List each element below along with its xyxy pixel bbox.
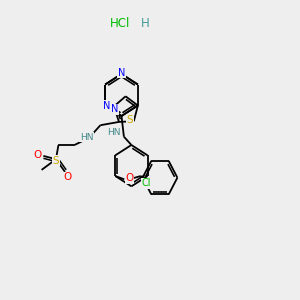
Text: HN: HN — [80, 133, 93, 142]
Text: S: S — [127, 115, 134, 125]
Text: S: S — [53, 156, 59, 166]
Text: O: O — [63, 172, 71, 182]
Text: O: O — [33, 150, 41, 160]
Text: Cl: Cl — [141, 178, 151, 188]
Text: N: N — [111, 104, 119, 114]
Text: N: N — [118, 68, 125, 78]
Text: N: N — [103, 100, 110, 110]
Text: HN: HN — [107, 128, 121, 137]
Text: H: H — [141, 17, 150, 30]
Text: O: O — [126, 173, 134, 183]
Text: HCl: HCl — [110, 17, 130, 30]
